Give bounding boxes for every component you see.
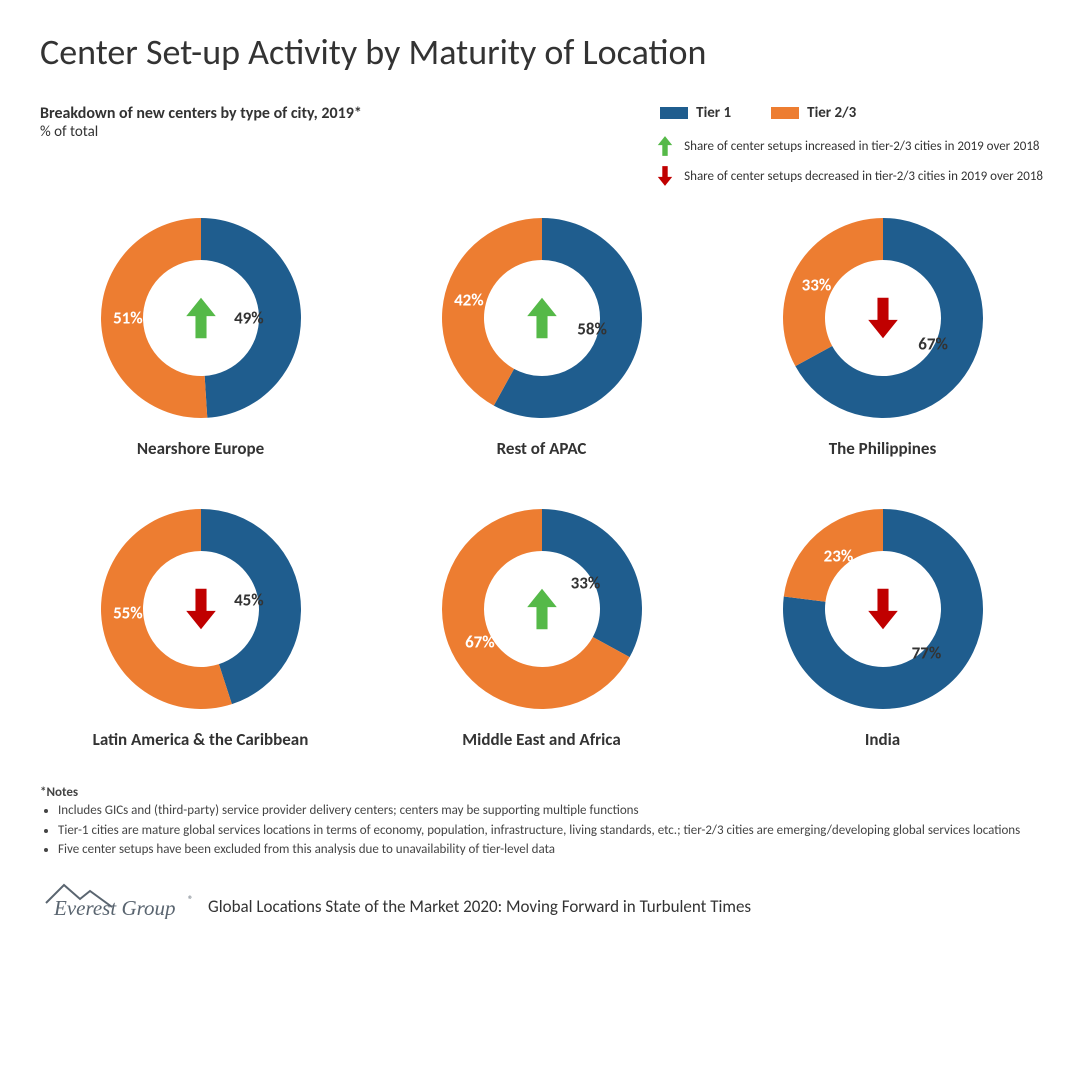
pct-label: 42% (454, 290, 484, 311)
pct-label: 67% (465, 632, 495, 653)
logo-reg: ® (188, 893, 193, 906)
notes-list: Includes GICs and (third-party) service … (40, 802, 1043, 859)
chart-cell: 67% 33% The Philippines (722, 208, 1043, 459)
chart-cell: 33% 67% Middle East and Africa (381, 499, 702, 750)
pct-label: 77% (912, 643, 942, 664)
legend-tier2: Tier 2/3 (771, 104, 856, 122)
notes-title: *Notes (40, 785, 1043, 800)
pct-label: 67% (918, 334, 948, 355)
subtitle-block: Breakdown of new centers by type of city… (40, 104, 362, 141)
trend-up-icon (522, 585, 562, 633)
chart-cell: 58% 42% Rest of APAC (381, 208, 702, 459)
chart-cell: 49% 51% Nearshore Europe (40, 208, 361, 459)
header-row: Breakdown of new centers by type of city… (40, 104, 1043, 188)
pct-label: 45% (234, 590, 264, 611)
footer-caption: Global Locations State of the Market 202… (208, 896, 751, 919)
tier2-label: Tier 2/3 (807, 104, 856, 122)
pct-label: 58% (577, 319, 607, 340)
logo-text: Everest Group (53, 896, 176, 919)
subtitle-line1: Breakdown of new centers by type of city… (40, 104, 362, 123)
chart-label: India (865, 729, 900, 750)
footer: Everest Group ® Global Locations State o… (40, 879, 1043, 919)
tier2-swatch (771, 107, 799, 119)
note-item: Includes GICs and (third-party) service … (58, 802, 1043, 820)
chart-label: Rest of APAC (497, 438, 587, 459)
donut-chart: 45% 55% (91, 499, 311, 719)
everest-group-logo: Everest Group ® (40, 879, 200, 919)
donut-chart: 33% 67% (432, 499, 652, 719)
donut-chart: 49% 51% (91, 208, 311, 428)
page-title: Center Set-up Activity by Maturity of Lo… (40, 30, 1043, 74)
trend-down-icon (181, 585, 221, 633)
chart-label: Latin America & the Caribbean (93, 729, 309, 750)
tier1-swatch (660, 107, 688, 119)
notes: *Notes Includes GICs and (third-party) s… (40, 785, 1043, 859)
donut-chart: 58% 42% (432, 208, 652, 428)
trend-down-icon (863, 585, 903, 633)
chart-cell: 45% 55% Latin America & the Caribbean (40, 499, 361, 750)
pct-label: 49% (234, 308, 264, 329)
tier1-label: Tier 1 (696, 104, 731, 122)
legend-tier1: Tier 1 (660, 104, 731, 122)
charts-grid: 49% 51% Nearshore Europe 58% 42% Rest of APAC… (40, 208, 1043, 750)
chart-label: The Philippines (829, 438, 937, 459)
legend: Tier 1 Tier 2/3 Share of center setups i… (656, 104, 1043, 188)
donut-chart: 67% 33% (773, 208, 993, 428)
pct-label: 55% (113, 603, 143, 624)
legend-up-row: Share of center setups increased in tier… (656, 134, 1043, 158)
legend-tiers: Tier 1 Tier 2/3 (656, 104, 1043, 122)
note-item: Five center setups have been excluded fr… (58, 841, 1043, 859)
donut-chart: 77% 23% (773, 499, 993, 719)
chart-cell: 77% 23% India (722, 499, 1043, 750)
chart-label: Nearshore Europe (137, 438, 264, 459)
pct-label: 23% (824, 546, 854, 567)
pct-label: 33% (571, 572, 601, 593)
note-item: Tier-1 cities are mature global services… (58, 822, 1043, 840)
tier2-slice (783, 218, 883, 366)
chart-label: Middle East and Africa (462, 729, 620, 750)
legend-up-text: Share of center setups increased in tier… (684, 139, 1039, 154)
legend-down-text: Share of center setups decreased in tier… (684, 169, 1043, 184)
trend-down-icon (863, 294, 903, 342)
legend-down-row: Share of center setups decreased in tier… (656, 164, 1043, 188)
subtitle-line2: % of total (40, 123, 362, 141)
trend-up-icon (522, 294, 562, 342)
arrow-down-icon (656, 164, 674, 188)
pct-label: 51% (113, 308, 143, 329)
pct-label: 33% (802, 275, 832, 296)
trend-up-icon (181, 294, 221, 342)
arrow-up-icon (656, 134, 674, 158)
